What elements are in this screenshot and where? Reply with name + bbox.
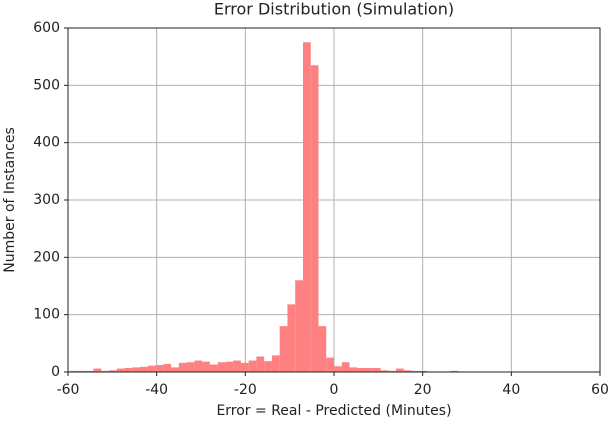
histogram-bar: [233, 360, 241, 372]
histogram-bar: [70, 370, 78, 372]
y-tick-label: 400: [33, 135, 60, 151]
x-tick-label: 60: [591, 382, 608, 398]
histogram-bar: [357, 367, 366, 372]
histogram-bar: [264, 361, 272, 372]
histogram-bar: [287, 304, 296, 372]
histogram-bar: [85, 370, 94, 372]
y-tick-label: 600: [33, 20, 60, 36]
histogram-bar: [403, 370, 412, 372]
histogram-bar: [171, 367, 179, 372]
histogram-bar: [178, 362, 187, 372]
histogram-bar: [93, 368, 102, 372]
x-tick-label: -20: [234, 382, 257, 398]
y-axis-label: Number of Instances: [2, 127, 18, 272]
histogram-bar: [194, 360, 203, 372]
x-tick-label: -60: [57, 382, 80, 398]
histogram-bar: [372, 367, 381, 372]
histogram-bar: [116, 368, 125, 372]
histogram-bar: [147, 365, 156, 372]
histogram-bar: [334, 366, 342, 372]
histogram-bar: [140, 366, 148, 372]
histogram-bar: [217, 362, 226, 372]
histogram-bar: [310, 65, 319, 373]
histogram-bar: [396, 368, 404, 372]
histogram-bar: [155, 365, 164, 372]
histogram-bar: [124, 367, 133, 372]
histogram-bar: [349, 367, 358, 372]
y-tick-label: 200: [33, 249, 60, 265]
histogram-bar: [202, 361, 210, 372]
histogram-bar: [411, 370, 420, 372]
x-tick-label: 40: [502, 382, 520, 398]
histogram-bar: [132, 367, 141, 372]
histogram-bar: [271, 355, 280, 372]
y-tick-label: 300: [33, 192, 60, 208]
histogram-bar: [279, 326, 288, 372]
x-axis-label: Error = Real - Predicted (Minutes): [216, 403, 451, 419]
histogram-bar: [295, 280, 303, 372]
histogram-bar: [302, 42, 311, 372]
y-tick-label: 100: [33, 307, 60, 323]
x-tick-label: -40: [145, 382, 168, 398]
histogram-bar: [256, 356, 265, 372]
histogram-bar: [186, 362, 195, 372]
histogram-bar: [209, 364, 218, 372]
chart-title: Error Distribution (Simulation): [214, 0, 454, 19]
histogram-bar: [163, 363, 172, 372]
histogram-bar: [225, 361, 234, 372]
histogram-bar: [380, 370, 389, 372]
histogram-bar: [77, 370, 86, 372]
histogram-bar: [240, 362, 249, 372]
histogram-bar: [341, 362, 350, 372]
histogram-bar: [450, 370, 459, 372]
y-tick-label: 500: [33, 77, 60, 93]
histogram-bar: [101, 370, 110, 372]
histogram-bar: [365, 367, 373, 372]
histogram-bar: [109, 370, 117, 372]
x-tick-label: 0: [330, 382, 339, 398]
histogram-bar: [326, 357, 334, 372]
histogram-bar: [388, 370, 397, 372]
histogram-bar: [419, 370, 428, 372]
histogram-bar: [318, 326, 327, 372]
plot-frame: [67, 27, 601, 373]
histogram-bar: [248, 360, 257, 372]
x-tick-label: 20: [414, 382, 432, 398]
y-tick-label: 0: [51, 364, 60, 380]
